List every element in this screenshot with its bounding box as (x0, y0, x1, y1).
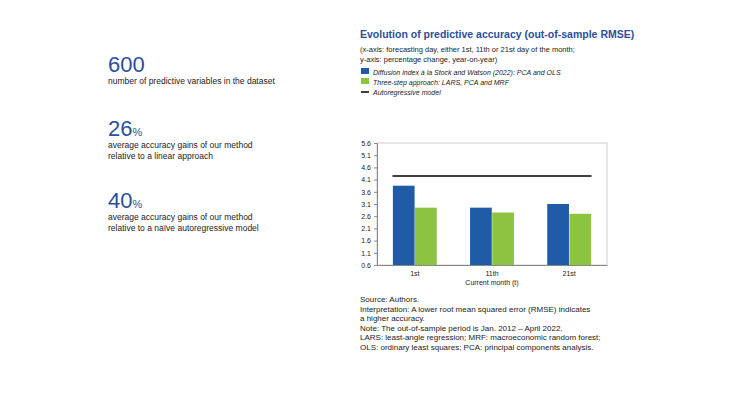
y-tick-label: 4.6 (361, 164, 371, 171)
y-tick: 1.1 (361, 250, 377, 257)
y-tick-mark (374, 180, 377, 181)
y-tick: 2.1 (361, 225, 377, 232)
x-tick-label: 1st (410, 270, 419, 277)
highlight-unit: % (132, 198, 142, 210)
y-tick-label: 5.1 (361, 152, 371, 159)
x-tick-label: 21st (563, 270, 576, 277)
marks (392, 176, 591, 265)
legend-label: Three-step approach: LARS, PCA and MRF (373, 79, 510, 87)
bar (470, 208, 492, 265)
y-axis: 0.6 1.1 1.6 2.1 2.6 3.1 3.6 4.1 4.6 5.1 5.6 (361, 140, 377, 269)
line (392, 175, 591, 177)
highlight-number: 26 (108, 116, 132, 141)
x-axis: 1st 11th 21st (378, 265, 608, 277)
note: Source: Authors. (360, 295, 419, 304)
legend-swatch (361, 78, 369, 84)
x-tick: 21st (563, 265, 576, 277)
y-tick: 1.6 (361, 237, 377, 244)
y-tick-label: 3.6 (361, 189, 371, 196)
y-tick-label: 3.1 (361, 201, 371, 208)
y-tick-mark (374, 241, 377, 242)
y-tick-label: 0.6 (361, 262, 371, 269)
subtitle: (x-axis: forecasting day, either 1st, 11… (360, 45, 575, 54)
y-tick: 4.6 (361, 164, 377, 171)
highlight-number: 600 (108, 52, 145, 77)
legend: Diffusion index à la Stock and Watson (2… (361, 68, 561, 97)
y-tick: 5.6 (361, 140, 377, 147)
x-tick: 11th (485, 265, 498, 277)
chart: 600number of predictive variables in the… (0, 0, 730, 410)
y-tick-mark (374, 253, 377, 254)
y-tick-mark (374, 265, 377, 266)
title: Evolution of predictive accuracy (out-of… (360, 28, 634, 40)
plot-frame (377, 143, 607, 265)
y-tick: 0.6 (361, 262, 377, 269)
highlight-text: average accuracy gains of our method (108, 212, 253, 222)
legend-line (361, 91, 369, 93)
bar (547, 204, 569, 265)
x-tick-label: 11th (485, 270, 498, 277)
x-axis-title: Current month (t) (465, 279, 518, 287)
y-tick-label: 4.1 (361, 176, 371, 183)
y-tick-label: 5.6 (361, 140, 371, 147)
y-tick: 5.1 (361, 152, 377, 159)
y-tick-mark (374, 155, 377, 156)
highlight-figure: 600 (108, 52, 145, 77)
y-tick: 2.6 (361, 213, 377, 220)
x-tick: 1st (410, 265, 419, 277)
highlight-number: 40 (108, 188, 132, 213)
note: Interpretation: A lower root mean square… (360, 305, 590, 314)
legend-label: Autoregressive model (372, 89, 441, 97)
highlight-figure: 26% (108, 116, 142, 141)
subtitle: y-axis: percentage change, year-on-year) (360, 55, 498, 64)
y-tick-mark (374, 167, 377, 168)
y-tick-mark (374, 204, 377, 205)
y-tick: 4.1 (361, 176, 377, 183)
note: LARS: least-angle regression; MRF: macro… (360, 333, 601, 342)
note: OLS: ordinary least squares; PCA: princi… (360, 343, 593, 352)
bar (492, 213, 514, 265)
highlights: 600number of predictive variables in the… (108, 52, 275, 233)
highlight-text: relative to a linear approach (108, 151, 213, 161)
y-tick-label: 1.6 (361, 237, 371, 244)
y-tick-label: 2.1 (361, 225, 371, 232)
y-tick-label: 2.6 (361, 213, 371, 220)
note: a higher accuracy. (360, 314, 425, 323)
x-axis-line (378, 265, 608, 266)
highlight-unit: % (132, 126, 142, 138)
bar (569, 214, 591, 265)
y-tick-mark (374, 216, 377, 217)
legend-swatch (361, 68, 369, 74)
bar (393, 186, 415, 265)
highlight-figure: 40% (108, 188, 142, 213)
highlight-text: number of predictive variables in the da… (108, 76, 275, 86)
y-tick: 3.1 (361, 201, 377, 208)
highlight-text: average accuracy gains of our method (108, 140, 253, 150)
highlight-text: relative to a naïve autoregressive model (108, 223, 259, 233)
legend-label: Diffusion index à la Stock and Watson (2… (373, 69, 561, 77)
y-tick-mark (374, 192, 377, 193)
y-tick: 3.6 (361, 189, 377, 196)
y-tick-label: 1.1 (361, 250, 371, 257)
y-tick-mark (374, 228, 377, 229)
note: Note: The out-of-sample period is Jan. 2… (360, 324, 563, 333)
bar (415, 208, 437, 265)
y-axis-line (374, 144, 378, 266)
y-tick-mark (374, 143, 377, 144)
